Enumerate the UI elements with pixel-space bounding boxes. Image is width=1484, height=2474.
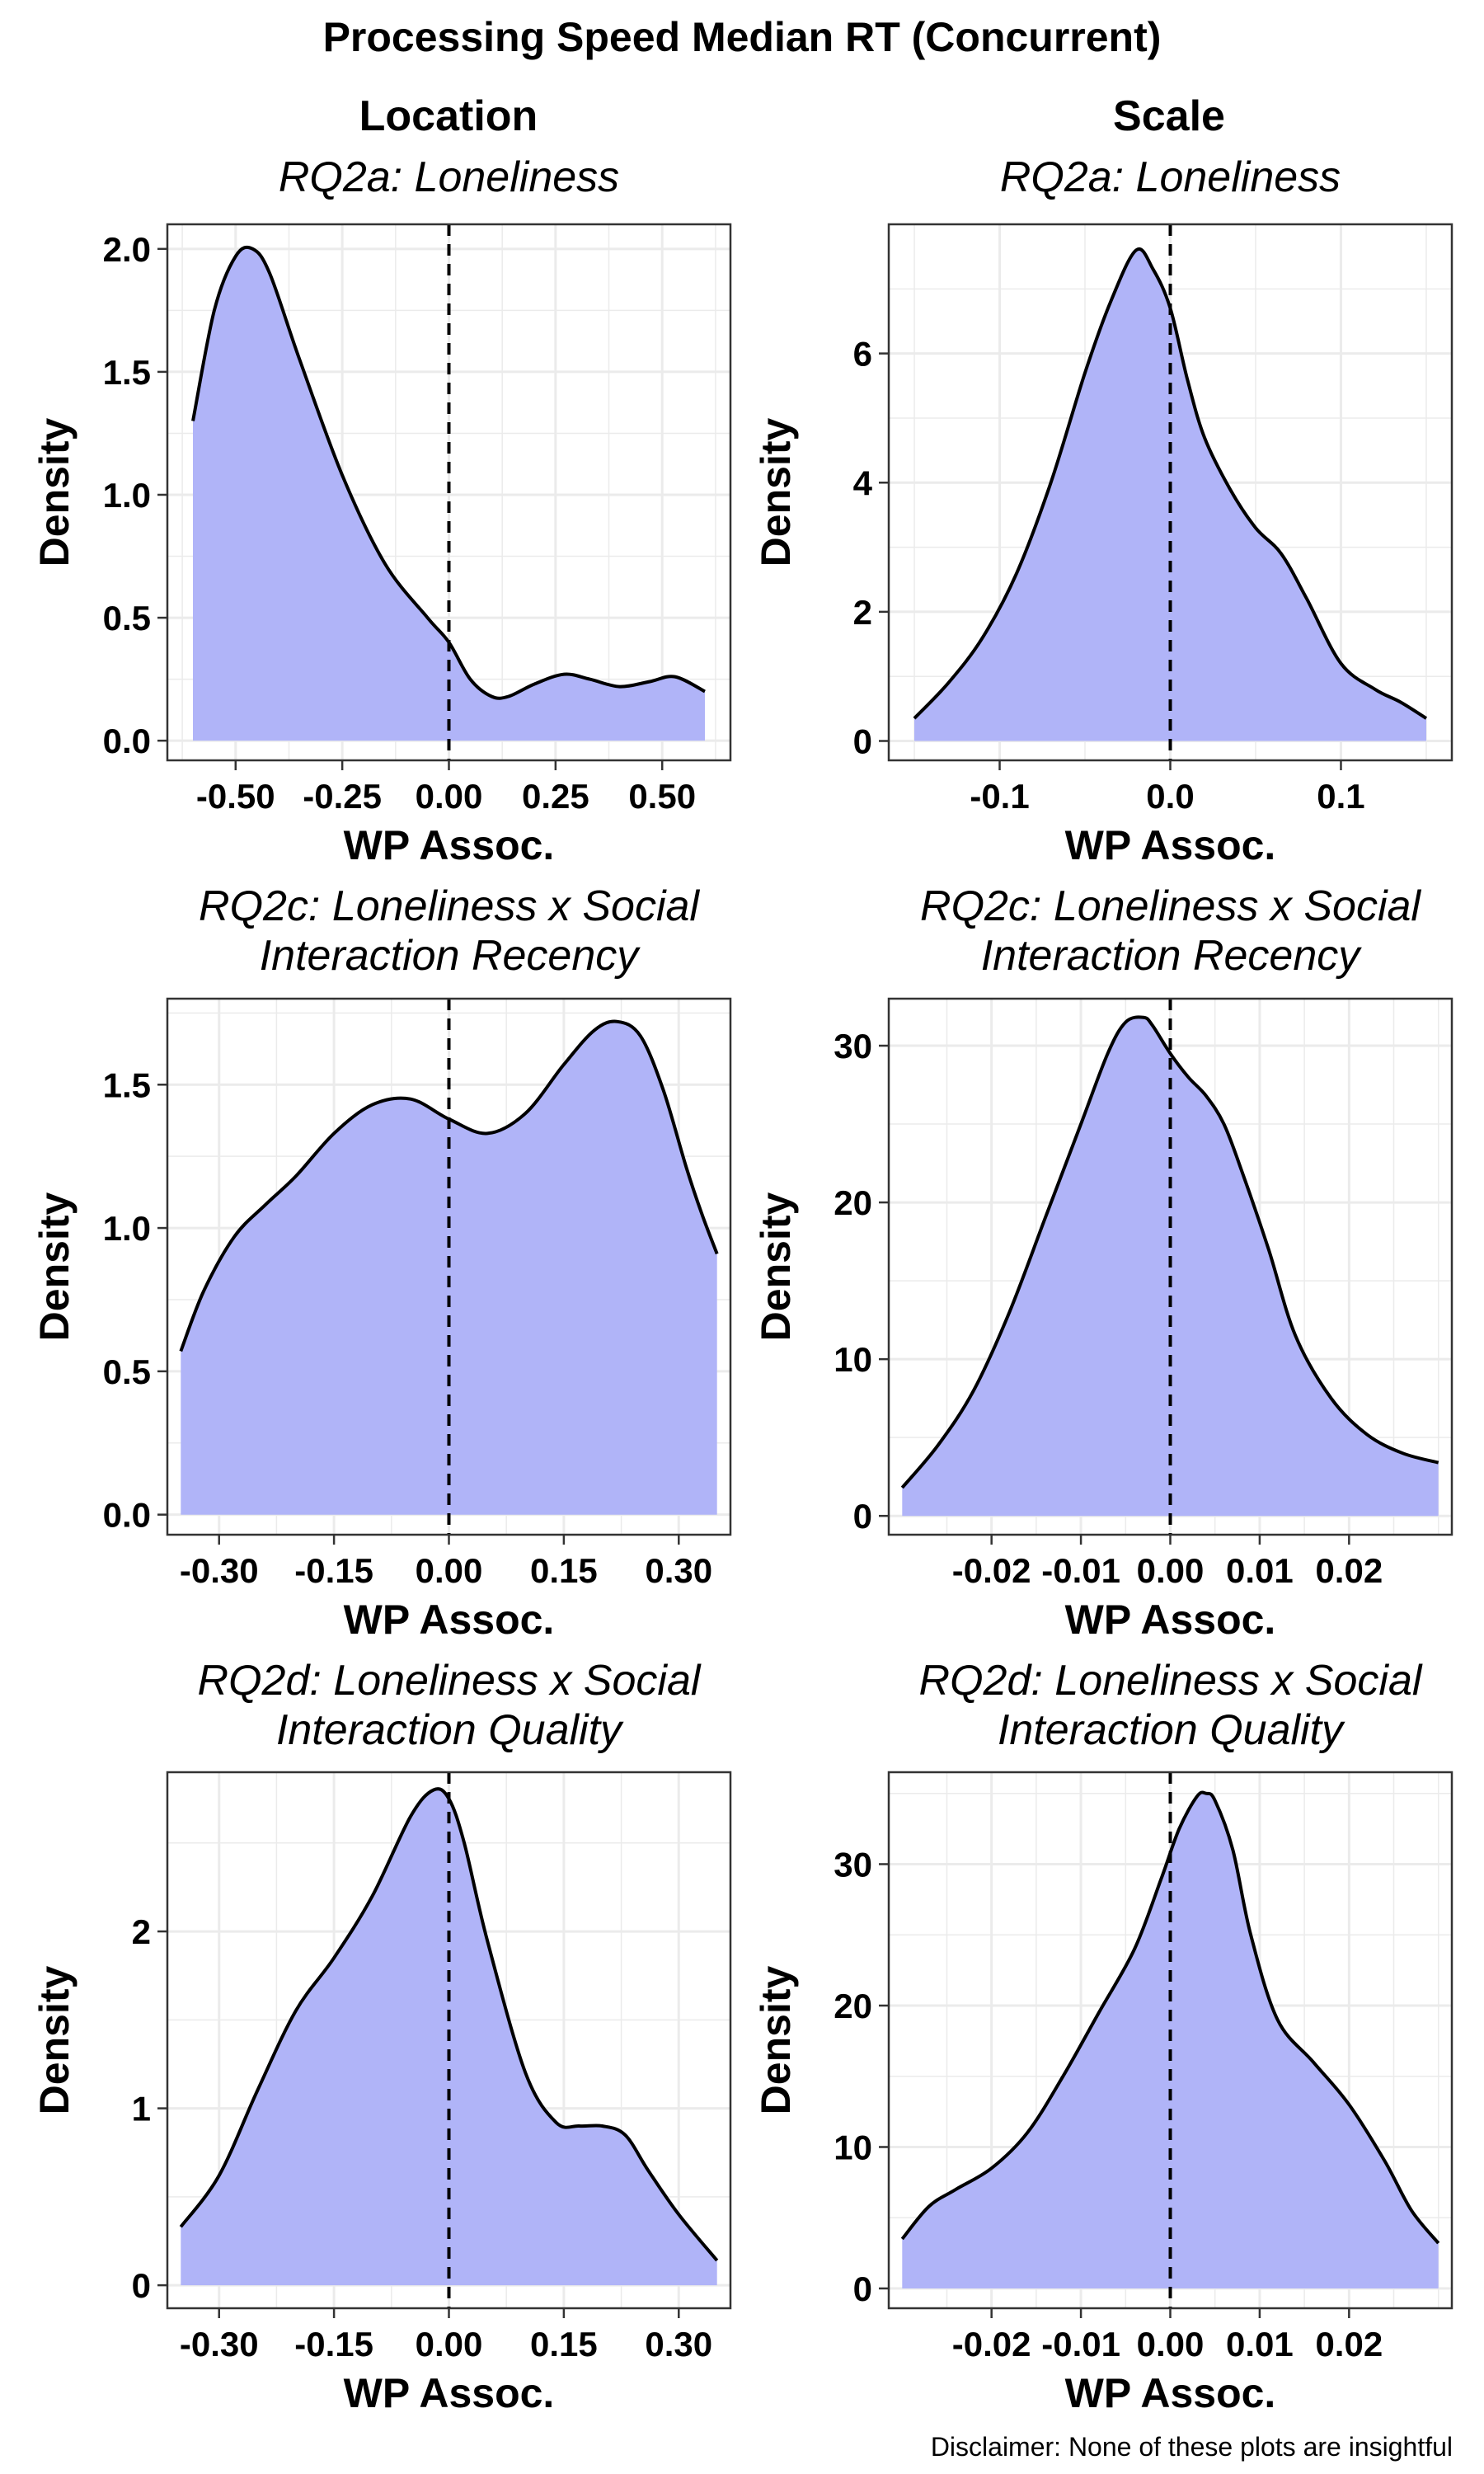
- x-tick-label: 0.00: [416, 1551, 483, 1590]
- y-tick-label: 4: [853, 463, 873, 502]
- y-tick-label: 1.5: [103, 353, 151, 392]
- density-curve: [191, 245, 706, 700]
- panel-subtitle: Interaction Recency: [260, 932, 641, 980]
- x-axis-title: WP Assoc.: [1065, 2370, 1276, 2416]
- x-tick-label: 0.15: [530, 2325, 598, 2363]
- x-tick-label: -0.02: [952, 2325, 1031, 2363]
- y-tick-label: 0.5: [103, 599, 151, 637]
- panel-subtitle: RQ2a: Loneliness: [279, 153, 619, 201]
- y-tick-label: 6: [853, 335, 872, 374]
- y-tick-label: 10: [834, 2128, 872, 2166]
- y-tick-label: 1.5: [103, 1065, 151, 1104]
- x-tick-label: -0.50: [196, 777, 275, 816]
- y-tick-label: 2: [132, 1912, 151, 1951]
- y-axis-title: Density: [31, 1192, 77, 1342]
- y-tick-label: 0: [853, 2269, 872, 2308]
- panel-subtitle: RQ2d: Loneliness x Social: [198, 1657, 702, 1705]
- panel-subtitle: RQ2d: Loneliness x Social: [919, 1657, 1423, 1705]
- y-tick-label: 30: [834, 1027, 872, 1065]
- density-curve: [900, 1015, 1439, 1489]
- panel-subtitle: Interaction Quality: [998, 1706, 1345, 1754]
- x-tick-label: 0.01: [1226, 2325, 1294, 2363]
- y-tick-label: 2.0: [103, 230, 151, 269]
- x-tick-label: 0.0: [1146, 777, 1194, 816]
- y-axis-title: Density: [31, 1966, 77, 2115]
- x-tick-label: -0.30: [180, 1551, 259, 1590]
- panel-subtitle: RQ2a: Loneliness: [1000, 153, 1341, 201]
- disclaimer-text: Disclaimer: None of these plots are insi…: [931, 2432, 1453, 2462]
- y-axis-title: Density: [753, 418, 799, 567]
- x-tick-label: 0.15: [530, 1551, 598, 1590]
- y-axis-title: Density: [753, 1966, 799, 2115]
- x-tick-label: 0.01: [1226, 1551, 1294, 1590]
- x-tick-label: 0.25: [522, 777, 589, 816]
- panels: RQ2a: Loneliness-0.50 -0.25 0.00 0.25 0.500.…: [31, 153, 1453, 2416]
- column-title-scale: Scale: [1113, 92, 1225, 140]
- y-axis-title: Density: [31, 418, 77, 567]
- y-axis-title: Density: [753, 1192, 799, 1342]
- y-tick-label: 30: [834, 1845, 872, 1884]
- x-tick-label: 0.02: [1315, 2325, 1383, 2363]
- x-tick-label: -0.02: [952, 1551, 1031, 1590]
- x-tick-label: -0.15: [294, 1551, 373, 1590]
- density-area: [181, 1021, 717, 1515]
- x-axis-title: WP Assoc.: [344, 2370, 555, 2416]
- y-tick-label: 0: [132, 2266, 151, 2305]
- panel-subtitle: Interaction Recency: [981, 932, 1363, 980]
- x-tick-label: 0.00: [1137, 2325, 1205, 2363]
- panel-subtitle: RQ2c: Loneliness x Social: [199, 882, 700, 930]
- density-area: [914, 248, 1426, 741]
- x-tick-label: -0.01: [1041, 2325, 1120, 2363]
- panel-subtitle: Interaction Quality: [276, 1706, 624, 1754]
- density-panel: RQ2a: Loneliness -0.50 -0.25 0.00 0.25 0.50 0.…: [31, 153, 732, 868]
- y-tick-label: 0.0: [103, 1496, 151, 1535]
- x-tick-label: 0.00: [416, 2325, 483, 2363]
- density-curve: [179, 1787, 719, 2262]
- x-tick-label: 0.1: [1317, 777, 1364, 816]
- panel-subtitle: RQ2c: Loneliness x Social: [920, 882, 1421, 930]
- x-tick-label: 0.30: [645, 2325, 712, 2363]
- y-tick-label: 0: [853, 1497, 872, 1536]
- x-tick-label: 0.02: [1315, 1551, 1383, 1590]
- x-axis-title: WP Assoc.: [344, 822, 555, 868]
- y-tick-label: 20: [834, 1183, 872, 1222]
- x-tick-label: 0.30: [645, 1551, 712, 1590]
- y-tick-label: 1: [132, 2090, 151, 2128]
- density-curve: [179, 1019, 719, 1352]
- x-tick-label: -0.25: [303, 777, 382, 816]
- y-tick-label: 0.5: [103, 1352, 151, 1391]
- column-title-location: Location: [359, 92, 538, 140]
- density-panel: RQ2a: Loneliness -0.1 0.0 0.1 0 2 4 6 WP Assoc. D…: [753, 153, 1453, 868]
- y-tick-label: 1.0: [103, 476, 151, 515]
- x-tick-label: 0.00: [416, 777, 483, 816]
- x-tick-label: 0.00: [1137, 1551, 1205, 1590]
- x-axis-title: WP Assoc.: [1065, 822, 1276, 868]
- y-tick-label: 0.0: [103, 722, 151, 760]
- x-tick-label: -0.01: [1041, 1551, 1120, 1590]
- x-axis-title: WP Assoc.: [1065, 1597, 1276, 1643]
- y-tick-label: 0: [853, 722, 872, 761]
- y-tick-label: 1.0: [103, 1209, 151, 1248]
- y-tick-label: 2: [853, 593, 872, 632]
- figure-title: Processing Speed Median RT (Concurrent): [323, 14, 1162, 60]
- x-axis-title: WP Assoc.: [344, 1597, 555, 1643]
- x-tick-label: -0.15: [294, 2325, 373, 2363]
- y-tick-label: 10: [834, 1340, 872, 1379]
- x-tick-label: -0.1: [970, 777, 1029, 816]
- x-tick-label: 0.50: [628, 777, 696, 816]
- y-tick-label: 20: [834, 1987, 872, 2025]
- density-area: [193, 247, 705, 741]
- x-tick-label: -0.30: [180, 2325, 259, 2363]
- density-curve: [900, 1790, 1440, 2245]
